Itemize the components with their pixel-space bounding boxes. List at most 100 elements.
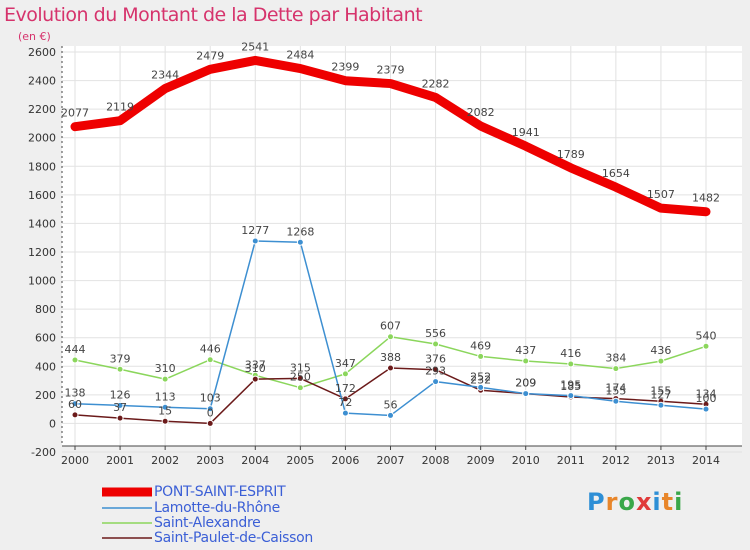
x-tick-label: 2009 — [467, 454, 495, 467]
data-label: 436 — [650, 344, 671, 357]
data-label: 2344 — [151, 69, 179, 82]
y-tick-label: 1600 — [28, 189, 56, 202]
data-label: 2082 — [467, 106, 495, 119]
y-tick-label: 1000 — [28, 275, 56, 288]
data-point — [612, 397, 620, 405]
logo-letter: r — [605, 488, 619, 516]
data-point — [702, 207, 710, 216]
data-point — [432, 378, 440, 386]
x-axis: 2000 2001 2002 2003 2004 2005 2006 2007 2008 2009… — [61, 445, 742, 467]
data-point — [296, 384, 304, 392]
y-tick-label: 600 — [35, 332, 56, 345]
data-point — [386, 79, 395, 88]
legend-item-pont-saint-esprit: PONT-SAINT-ESPRIT — [154, 484, 286, 500]
data-label: 293 — [425, 365, 446, 378]
data-label: 1654 — [602, 167, 630, 180]
y-tick-label: 2400 — [28, 75, 56, 88]
data-point — [116, 414, 124, 422]
chart-unit-label: (en €) — [18, 30, 51, 43]
logo-letter: t — [661, 488, 675, 516]
y-tick-label: 1800 — [28, 160, 56, 173]
y-tick-label: 2200 — [28, 103, 56, 116]
data-point — [71, 122, 79, 131]
data-point — [387, 364, 394, 372]
data-point — [116, 401, 124, 409]
data-label: 416 — [560, 347, 581, 360]
data-point — [432, 366, 440, 374]
data-label: 347 — [335, 357, 356, 370]
data-label: 315 — [290, 361, 311, 374]
plot-area — [62, 46, 742, 446]
data-label: 155 — [605, 384, 626, 397]
data-point — [432, 340, 440, 348]
y-tick-label: 200 — [35, 389, 56, 402]
data-point — [387, 333, 394, 341]
data-label: 195 — [560, 379, 581, 392]
series-lines — [70, 55, 711, 427]
data-point — [657, 401, 665, 409]
data-label: 56 — [384, 398, 398, 411]
data-label: 1277 — [241, 224, 269, 237]
y-axis: -200 0 200 400 600 800 1000 1200 1400 1600 1800 200… — [28, 46, 63, 459]
legend-swatches — [102, 487, 152, 539]
x-tick-label: 2012 — [602, 454, 630, 467]
data-label: 252 — [470, 370, 491, 383]
data-label: 250 — [290, 371, 311, 384]
data-label: 437 — [515, 344, 536, 357]
data-label: 310 — [245, 362, 266, 375]
y-tick-label: 1400 — [28, 217, 56, 230]
legend-item-saint-alexandre: Saint-Alexandre — [154, 515, 261, 531]
data-point — [296, 374, 304, 382]
data-label: 103 — [200, 392, 221, 405]
data-point — [116, 365, 124, 373]
data-point — [341, 76, 350, 85]
data-point — [522, 390, 530, 398]
x-tick-label: 2007 — [377, 454, 405, 467]
x-tick-label: 2010 — [512, 454, 540, 467]
x-tick-label: 2013 — [647, 454, 675, 467]
data-point — [477, 383, 485, 391]
data-point — [702, 405, 710, 413]
logo-letter: o — [618, 488, 636, 516]
data-label: 209 — [515, 377, 536, 390]
data-point — [702, 342, 710, 350]
y-tick-label: 0 — [49, 417, 56, 430]
data-point — [611, 183, 620, 192]
data-label: 172 — [335, 382, 356, 395]
data-labels: 444 379 310 446 337 250 347 607 556 469 437 416 384 4… — [61, 40, 720, 419]
data-point — [161, 375, 169, 383]
data-point — [161, 84, 170, 93]
x-tick-label: 2000 — [61, 454, 89, 467]
data-point — [522, 357, 530, 365]
data-label: 15 — [158, 404, 172, 417]
logo-letter: i — [674, 488, 684, 516]
x-tick-label: 2008 — [422, 454, 450, 467]
data-point — [161, 417, 169, 425]
data-point — [71, 411, 79, 419]
data-point — [206, 405, 214, 413]
data-point — [521, 142, 530, 151]
y-tick-label: 2600 — [28, 46, 56, 59]
data-label: 2479 — [196, 49, 224, 62]
data-label: 388 — [380, 351, 401, 364]
data-point — [431, 93, 440, 102]
data-label: 469 — [470, 339, 491, 352]
data-label: 1268 — [286, 225, 314, 238]
data-label: 376 — [425, 353, 446, 366]
data-label: 2119 — [106, 101, 134, 114]
data-point — [476, 122, 485, 130]
data-label: 174 — [605, 382, 626, 395]
data-label: 446 — [200, 343, 221, 356]
data-label: 2282 — [422, 77, 450, 90]
data-label: 185 — [560, 380, 581, 393]
data-label: 209 — [515, 377, 536, 390]
data-label: 2077 — [61, 107, 89, 120]
data-point — [341, 409, 349, 417]
data-label: 384 — [605, 352, 626, 365]
x-tick-label: 2011 — [557, 454, 585, 467]
x-tick-label: 2003 — [196, 454, 224, 467]
data-point — [251, 56, 260, 65]
x-tick-label: 2001 — [106, 454, 134, 467]
x-tick-label: 2002 — [151, 454, 179, 467]
